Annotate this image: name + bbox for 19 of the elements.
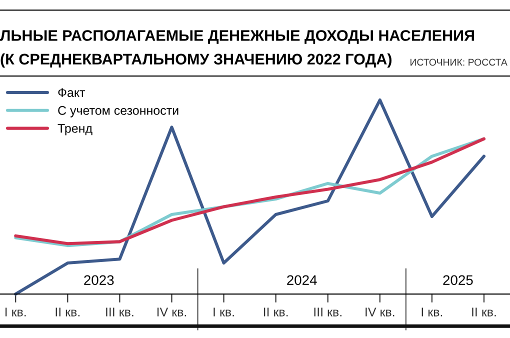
x-tick-label: I кв. xyxy=(6,308,26,316)
legend-label: Факт xyxy=(58,88,86,97)
x-tick-label: III кв. xyxy=(314,308,342,316)
annotation: 2023 xyxy=(84,275,114,286)
chart-subtitle: (К СРЕДНЕКВАРТАЛЬНОМУ ЗНАЧЕНИЮ 2022 ГОДА) xyxy=(0,53,392,68)
x-tick-label: I кв. xyxy=(422,308,442,316)
x-tick-label: IV кв. xyxy=(366,308,394,316)
chart-title: ЛЬНЫЕ РАСПОЛАГАЕМЫЕ ДЕНЕЖНЫЕ ДОХОДЫ НАСЕЛЕНИЯ xyxy=(0,30,474,44)
legend-label: Тренд xyxy=(58,124,92,136)
x-tick-label: II кв. xyxy=(56,308,80,316)
x-tick-label: III кв. xyxy=(106,308,134,316)
legend-label: С учетом сезонности xyxy=(58,106,178,118)
x-tick-label: II кв. xyxy=(472,308,496,316)
x-tick-label: IV кв. xyxy=(157,308,186,316)
text: ИСТОЧНИК: РОССТА xyxy=(410,58,508,66)
annotation: 2024 xyxy=(287,275,317,286)
x-tick-label: II кв. xyxy=(264,308,288,316)
x-tick-label: I кв. xyxy=(214,308,234,316)
annotation: 2025 xyxy=(443,275,473,286)
